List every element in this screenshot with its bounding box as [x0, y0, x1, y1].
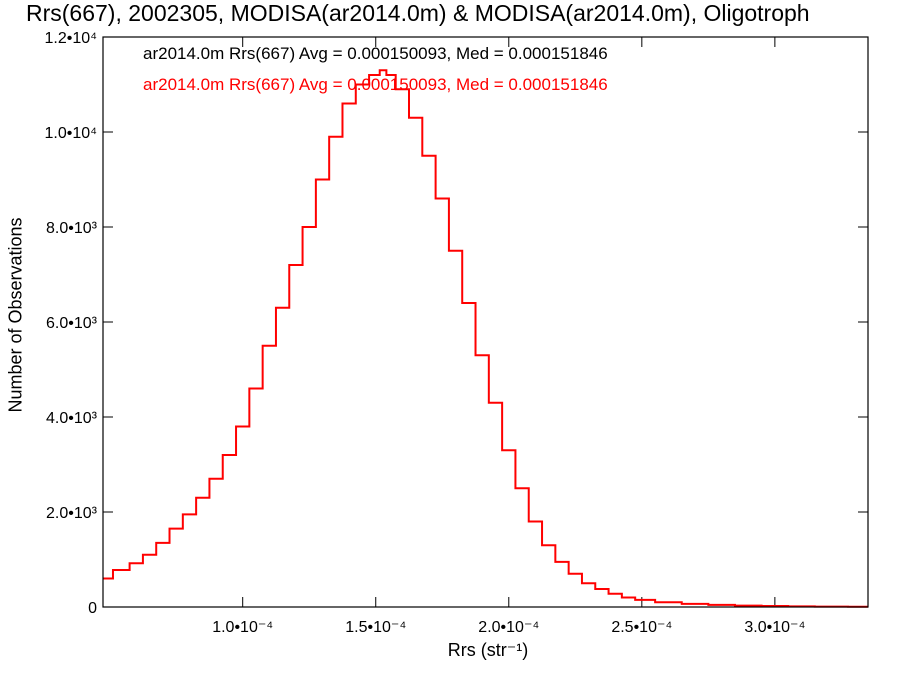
chart-title: Rrs(667), 2002305, MODISA(ar2014.0m) & M… [26, 0, 810, 26]
x-tick-label: 1.5•10⁻⁴ [345, 619, 406, 636]
x-axis-label: Rrs (str⁻¹) [447, 640, 529, 660]
y-tick-label: 0 [88, 600, 97, 617]
y-tick-label: 4.0•10³ [46, 410, 98, 427]
y-tick-label: 6.0•10³ [46, 315, 98, 332]
x-tick-label: 2.0•10⁻⁴ [478, 619, 539, 636]
x-tick-label: 2.5•10⁻⁴ [611, 619, 672, 636]
y-tick-label: 1.2•10⁴ [44, 30, 97, 47]
plot-frame [102, 36, 869, 608]
series-line-1 [103, 69, 868, 608]
legend-entry-2: ar2014.0m Rrs(667) Avg = 0.000150093, Me… [143, 75, 608, 94]
x-tick-label: 3.0•10⁻⁴ [744, 619, 805, 636]
x-tick-label: 1.0•10⁻⁴ [212, 619, 273, 636]
y-tick-label: 1.0•10⁴ [44, 125, 97, 142]
legend-entry-1: ar2014.0m Rrs(667) Avg = 0.000150093, Me… [143, 44, 608, 63]
y-tick-label: 8.0•10³ [46, 220, 98, 237]
y-tick-label: 2.0•10³ [46, 505, 98, 522]
